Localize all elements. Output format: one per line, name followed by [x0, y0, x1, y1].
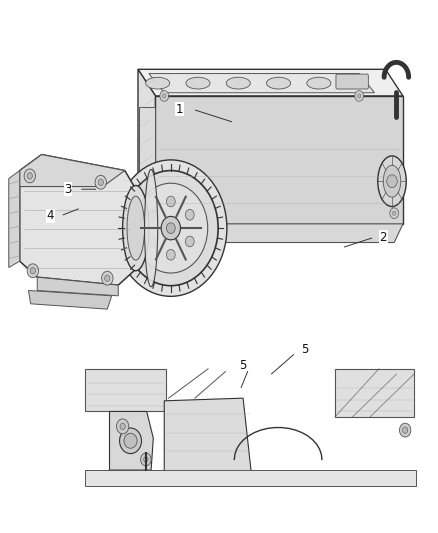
Polygon shape	[28, 290, 112, 309]
Polygon shape	[37, 277, 118, 296]
Circle shape	[387, 175, 397, 188]
FancyBboxPatch shape	[139, 107, 155, 213]
Ellipse shape	[226, 77, 251, 89]
Circle shape	[162, 211, 166, 215]
Circle shape	[148, 236, 156, 247]
Circle shape	[30, 268, 35, 274]
Circle shape	[185, 236, 194, 247]
Circle shape	[95, 175, 106, 189]
Circle shape	[141, 453, 151, 466]
Circle shape	[185, 209, 194, 220]
Circle shape	[115, 160, 227, 296]
Polygon shape	[164, 398, 252, 481]
Circle shape	[357, 94, 361, 98]
Polygon shape	[20, 155, 125, 187]
Text: 5: 5	[301, 343, 308, 356]
Circle shape	[390, 208, 399, 219]
Circle shape	[160, 208, 169, 219]
Text: 5: 5	[240, 359, 247, 372]
Circle shape	[166, 223, 175, 233]
Circle shape	[160, 91, 169, 101]
Circle shape	[392, 211, 396, 215]
Ellipse shape	[127, 196, 145, 260]
Polygon shape	[20, 155, 136, 285]
Ellipse shape	[124, 433, 137, 448]
Text: 4: 4	[46, 209, 54, 222]
Circle shape	[98, 179, 103, 185]
Circle shape	[355, 91, 364, 101]
Ellipse shape	[266, 77, 291, 89]
Circle shape	[148, 209, 156, 220]
Circle shape	[24, 169, 35, 183]
Ellipse shape	[145, 169, 158, 287]
Circle shape	[166, 249, 175, 260]
Circle shape	[117, 419, 129, 434]
Ellipse shape	[383, 165, 401, 197]
Circle shape	[124, 171, 218, 286]
Circle shape	[120, 423, 125, 430]
Circle shape	[399, 423, 411, 437]
FancyBboxPatch shape	[85, 470, 416, 486]
Circle shape	[134, 183, 208, 273]
Circle shape	[102, 271, 113, 285]
Circle shape	[144, 457, 148, 462]
Polygon shape	[155, 96, 403, 224]
Text: 2: 2	[379, 231, 387, 244]
Polygon shape	[85, 369, 166, 411]
Ellipse shape	[145, 77, 170, 89]
Polygon shape	[335, 369, 414, 417]
Polygon shape	[110, 411, 153, 470]
FancyBboxPatch shape	[81, 358, 420, 513]
Ellipse shape	[186, 77, 210, 89]
Ellipse shape	[378, 156, 406, 206]
Polygon shape	[138, 69, 403, 96]
Polygon shape	[155, 224, 164, 253]
Circle shape	[27, 264, 39, 278]
Ellipse shape	[120, 428, 141, 454]
Polygon shape	[149, 74, 374, 93]
Polygon shape	[9, 171, 20, 268]
Circle shape	[403, 427, 408, 433]
Ellipse shape	[307, 77, 331, 89]
Text: 1: 1	[176, 103, 184, 116]
Circle shape	[161, 216, 180, 240]
Circle shape	[105, 275, 110, 281]
Polygon shape	[138, 69, 155, 224]
FancyBboxPatch shape	[336, 74, 368, 89]
Ellipse shape	[123, 185, 149, 271]
Circle shape	[162, 94, 166, 98]
Text: 3: 3	[64, 183, 71, 196]
Polygon shape	[155, 224, 403, 243]
Circle shape	[166, 196, 175, 207]
Circle shape	[27, 173, 32, 179]
